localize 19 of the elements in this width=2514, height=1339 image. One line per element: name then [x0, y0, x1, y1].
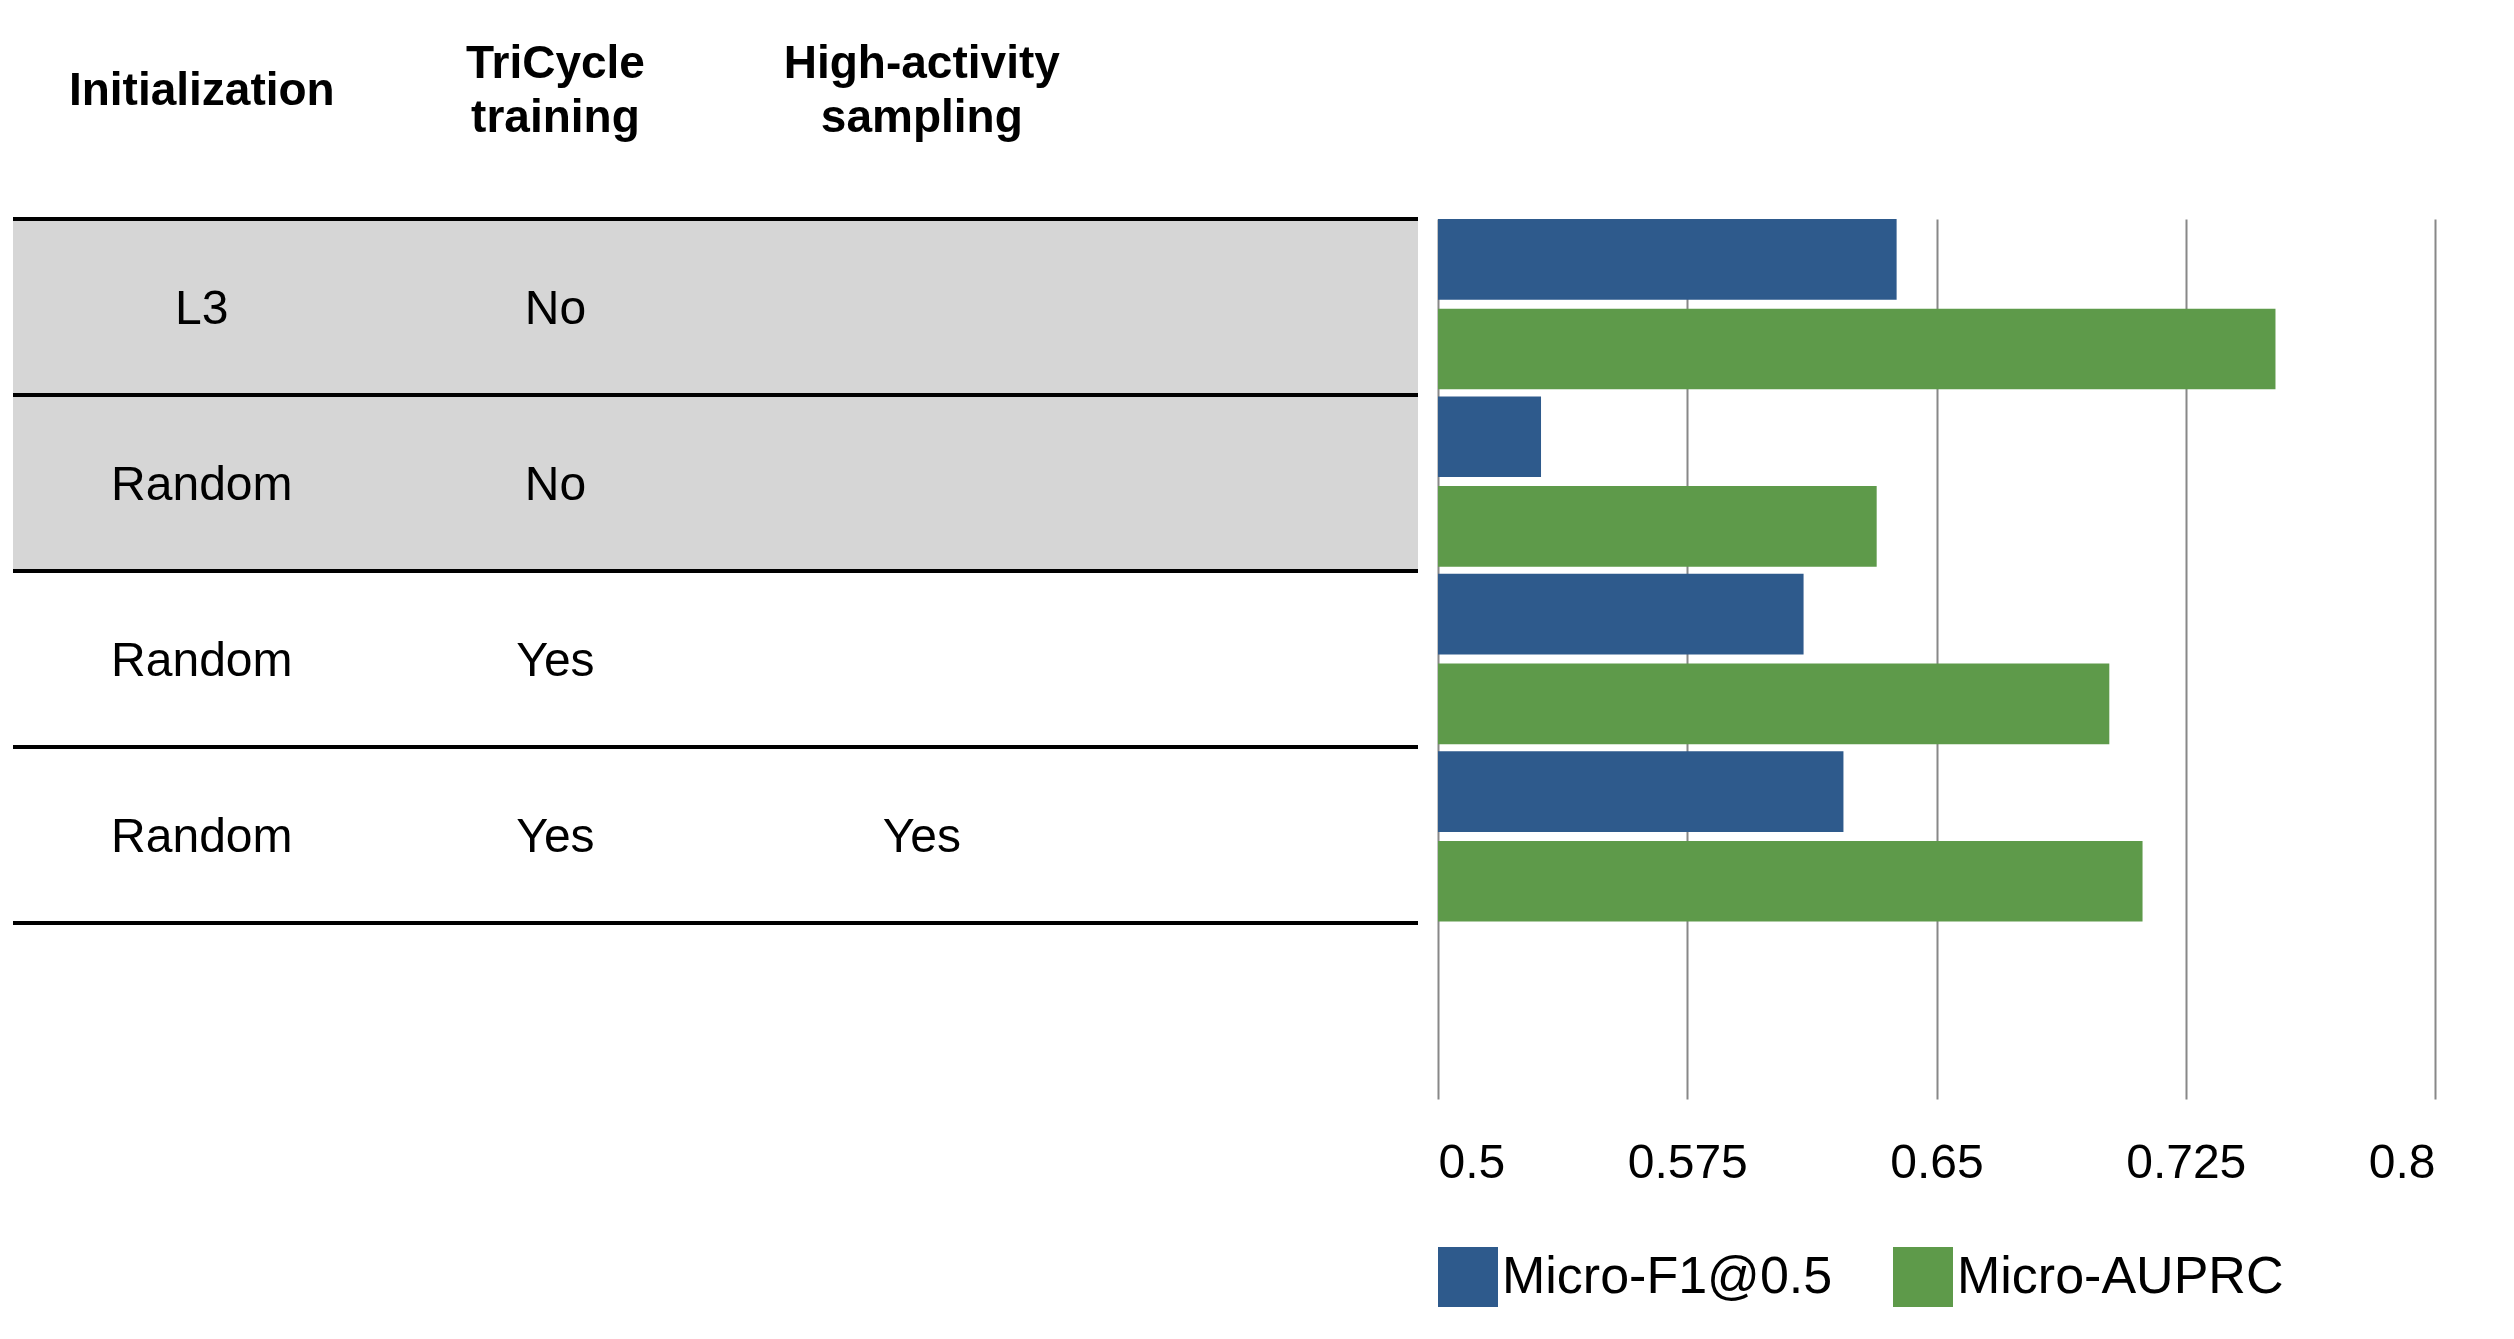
text: Random — [111, 455, 293, 511]
text: Yes — [516, 807, 595, 863]
text: Random — [111, 807, 293, 863]
x-tick-label: 0.8 — [2368, 1134, 2436, 1188]
x-tick-label: 0.575 — [1627, 1134, 1748, 1188]
legend-label: Micro-AUPRC — [1957, 1246, 2284, 1304]
text: L3 — [175, 279, 229, 335]
x-tick-label: 0.5 — [1438, 1134, 1506, 1188]
text: Random — [111, 631, 293, 687]
text: TriCycle training — [465, 35, 645, 143]
text: Yes — [882, 807, 961, 863]
x-tick-label: 0.725 — [2126, 1134, 2247, 1188]
text: Yes — [516, 631, 595, 687]
text: Initialization — [68, 62, 335, 116]
legend-label: Micro-F1@0.5 — [1502, 1246, 1833, 1304]
text: High-activity sampling — [783, 35, 1060, 143]
text: No — [524, 279, 587, 335]
x-tick-label: 0.65 — [1890, 1134, 1984, 1188]
text: No — [524, 455, 587, 511]
